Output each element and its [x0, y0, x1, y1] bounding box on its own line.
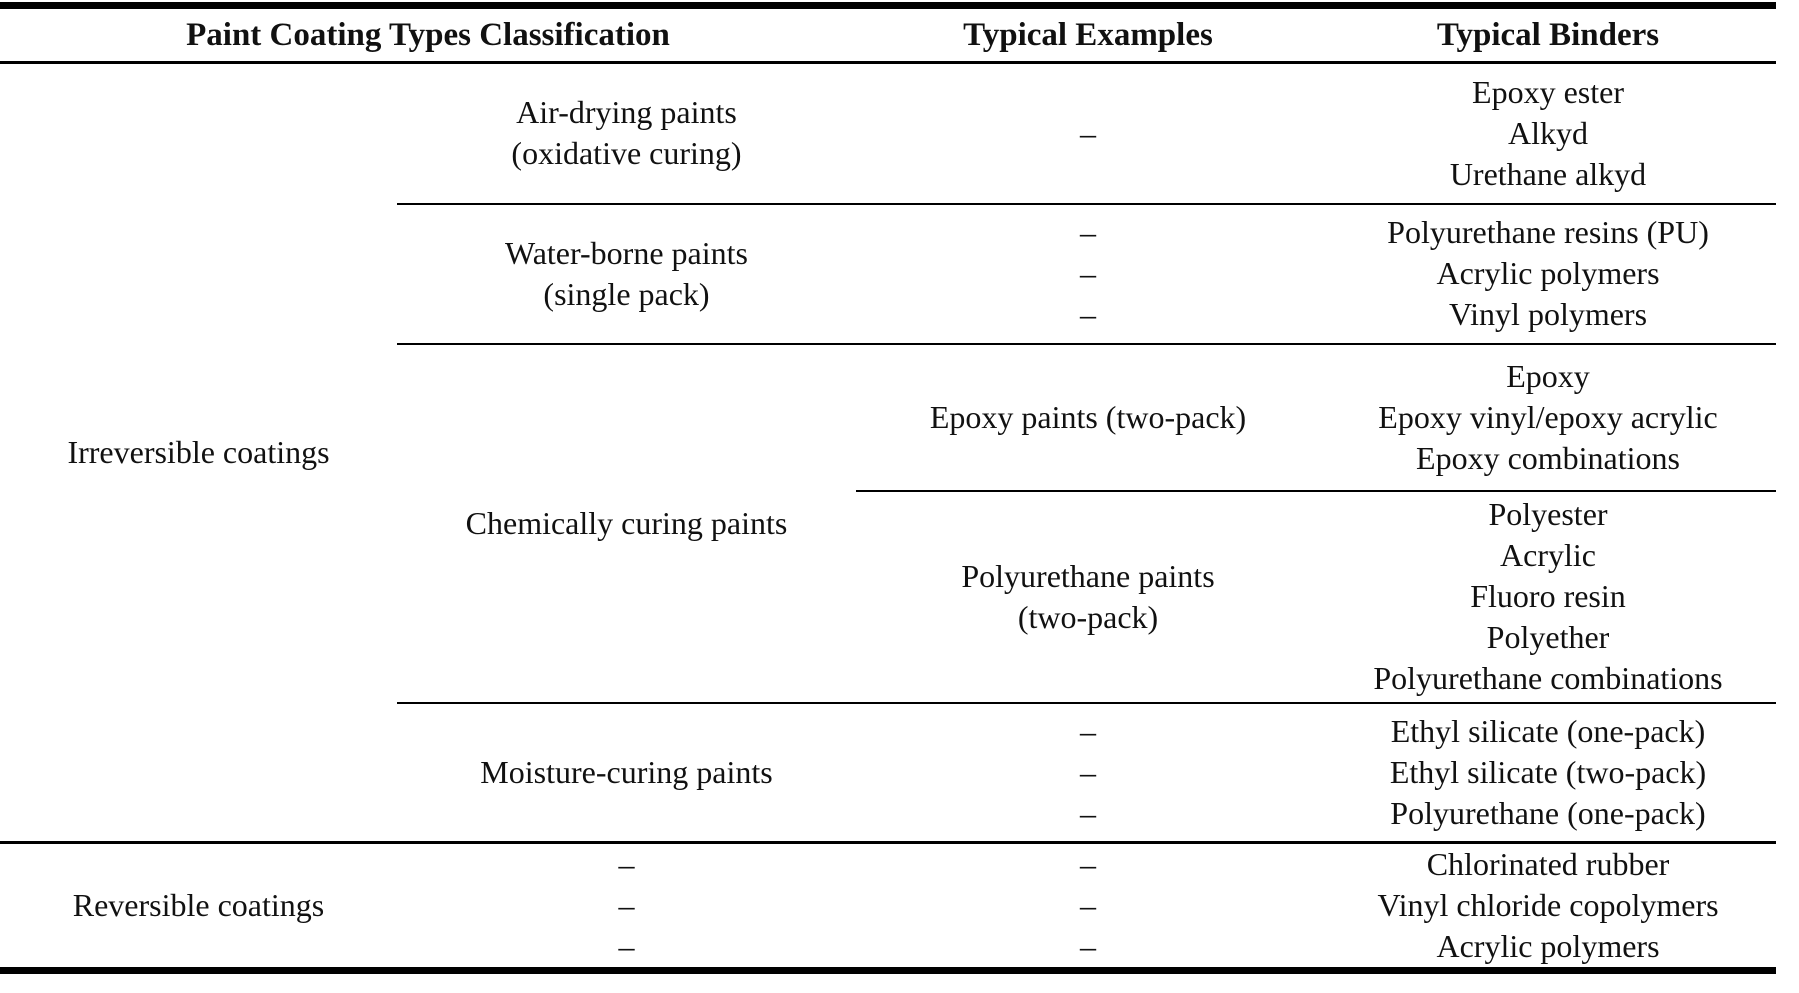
binder-line: Vinyl chloride copolymers [1377, 887, 1719, 923]
cell-water-borne-type: Water-borne paints (single pack) [397, 203, 856, 345]
dash: – [1080, 794, 1096, 831]
cell-air-drying-type: Air-drying paints (oxidative curing) [397, 62, 856, 205]
cell-epoxy-binders: Epoxy Epoxy vinyl/epoxy acrylic Epoxy co… [1320, 343, 1776, 492]
cell-chemically-curing-type: Chemically curing paints [397, 343, 856, 704]
text-line: (two-pack) [1017, 598, 1159, 635]
binder-line: Ethyl silicate (two-pack) [1389, 753, 1707, 790]
cell-reversible-type: – – – [397, 843, 856, 971]
binder-line: Epoxy vinyl/epoxy acrylic [1378, 398, 1718, 435]
dash: – [1080, 114, 1096, 151]
paint-coating-classification-table: Paint Coating Types Classification Typic… [0, 2, 1776, 974]
cell-moisture-curing-examples: – – – [856, 702, 1320, 844]
binder-line: Epoxy ester [1472, 73, 1624, 110]
dash: – [1080, 712, 1096, 749]
binder-line: Polyurethane resins (PU) [1387, 214, 1709, 250]
row-moisture-curing: Moisture-curing paints – – – Ethyl silic… [0, 702, 1776, 844]
table-header-row: Paint Coating Types Classification Typic… [0, 5, 1776, 64]
binder-line: Ethyl silicate (one-pack) [1390, 712, 1706, 749]
dash: – [1080, 753, 1096, 790]
binder-line: Vinyl polymers [1448, 296, 1648, 332]
text-line: Polyurethane paints [961, 557, 1215, 594]
cell-reversible-binders: Chlorinated rubber Vinyl chloride copoly… [1320, 843, 1776, 971]
dash: – [618, 928, 635, 964]
binder-line: Alkyd [1508, 114, 1588, 151]
cell-polyurethane-binders: Polyester Acrylic Fluoro resin Polyether… [1320, 490, 1776, 704]
dash: – [1080, 214, 1096, 250]
dash: – [1080, 296, 1096, 332]
cell-moisture-curing-type: Moisture-curing paints [397, 702, 856, 844]
cell-moisture-curing-binders: Ethyl silicate (one-pack) Ethyl silicate… [1320, 702, 1776, 844]
row-water-borne: Water-borne paints (single pack) – – – P… [0, 203, 1776, 345]
cell-air-drying-examples: – [856, 62, 1320, 205]
text-line: Epoxy paints (two-pack) [929, 398, 1247, 435]
text-line: Chemically curing paints [465, 504, 788, 541]
cell-water-borne-examples: – – – [856, 203, 1320, 345]
group-label: Irreversible coatings [67, 434, 330, 470]
cell-epoxy-examples: Epoxy paints (two-pack) [856, 343, 1320, 492]
cell-reversible-examples: – – – [856, 843, 1320, 971]
binder-line: Urethane alkyd [1449, 155, 1647, 192]
row-air-drying: Irreversible coatings Air-drying paints … [0, 62, 1776, 844]
binder-line: Chlorinated rubber [1426, 846, 1670, 882]
binder-line: Epoxy combinations [1416, 439, 1680, 476]
binder-line: Epoxy [1506, 357, 1590, 394]
binder-line: Acrylic [1500, 537, 1596, 573]
dash: – [1080, 928, 1096, 964]
row-polyurethane-paints: Polyurethane paints (two-pack) Polyester… [0, 490, 1776, 704]
dash: – [1080, 255, 1096, 291]
binder-line: Fluoro resin [1470, 578, 1626, 614]
header-typical-binders: Typical Binders [1320, 5, 1776, 64]
binder-line: Acrylic polymers [1436, 928, 1660, 964]
text-line: (single pack) [543, 275, 710, 312]
group-label: Reversible coatings [72, 887, 325, 923]
text-line: Water-borne paints [505, 234, 748, 271]
binder-line: Acrylic polymers [1436, 255, 1660, 291]
dash: – [618, 887, 635, 923]
binder-line: Polyether [1486, 619, 1610, 655]
header-typical-examples: Typical Examples [856, 5, 1320, 64]
binder-line: Polyester [1488, 496, 1608, 532]
dash: – [1080, 887, 1096, 923]
cell-irreversible-coatings: Irreversible coatings [0, 62, 397, 844]
dash: – [618, 846, 635, 882]
row-reversible: Reversible coatings – – – – – – Chlorina… [0, 843, 1776, 971]
text-line: (oxidative curing) [511, 135, 742, 172]
cell-water-borne-binders: Polyurethane resins (PU) Acrylic polymer… [1320, 203, 1776, 345]
text-line: Air-drying paints [516, 94, 737, 131]
header-classification: Paint Coating Types Classification [0, 5, 856, 64]
row-epoxy-paints: Chemically curing paints Epoxy paints (t… [0, 343, 1776, 704]
text-line: Moisture-curing paints [480, 753, 773, 790]
cell-reversible-coatings: Reversible coatings [0, 843, 397, 971]
binder-line: Polyurethane (one-pack) [1390, 794, 1706, 831]
binder-line: Polyurethane combinations [1373, 660, 1723, 696]
cell-air-drying-binders: Epoxy ester Alkyd Urethane alkyd [1320, 62, 1776, 205]
cell-polyurethane-examples: Polyurethane paints (two-pack) [856, 490, 1320, 704]
dash: – [1080, 846, 1096, 882]
